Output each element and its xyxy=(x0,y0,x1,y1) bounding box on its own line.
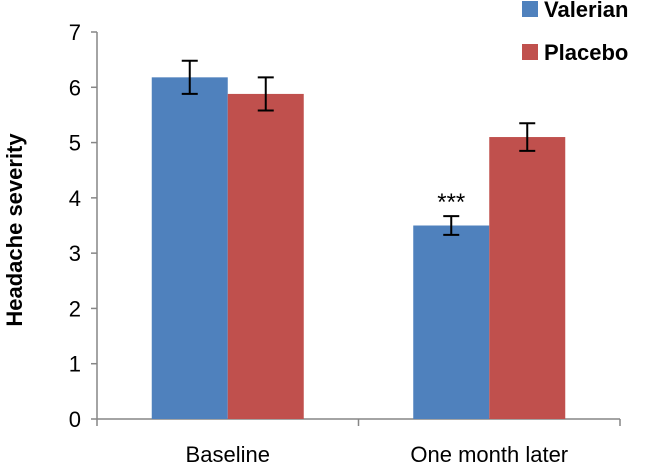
legend-item-valerian: Valerian xyxy=(522,0,628,22)
y-tick-label: 1 xyxy=(69,352,81,377)
error-bar xyxy=(181,59,198,95)
y-tick-label: 6 xyxy=(69,75,81,100)
y-tick-label: 7 xyxy=(69,20,81,45)
bar-placebo-1 xyxy=(489,137,566,420)
error-bar xyxy=(519,122,536,152)
y-axis: 0 1 2 3 4 5 6 7 xyxy=(69,20,98,432)
error-bar xyxy=(257,76,274,112)
y-tick-label: 2 xyxy=(69,296,81,321)
y-tick-label: 4 xyxy=(69,186,81,211)
legend-item-placebo: Placebo xyxy=(522,40,628,65)
error-bars xyxy=(181,59,536,236)
y-tick-label: 0 xyxy=(69,407,81,432)
bars xyxy=(151,77,566,420)
bar-valerian-1 xyxy=(413,225,490,419)
y-tick-label: 3 xyxy=(69,241,81,266)
significance-annotation: *** xyxy=(437,189,465,216)
legend-label: Placebo xyxy=(544,40,628,65)
x-category-label: One month later xyxy=(410,442,568,467)
bar-placebo-0 xyxy=(227,93,304,420)
x-category-label: Baseline xyxy=(186,442,270,467)
y-axis-label: Headache severity xyxy=(2,133,27,327)
legend-label: Valerian xyxy=(544,0,628,22)
error-bar xyxy=(443,215,460,236)
bar-valerian-0 xyxy=(151,77,228,419)
legend-swatch xyxy=(522,1,538,17)
x-axis: Baseline One month later xyxy=(96,418,621,467)
legend-swatch xyxy=(522,44,538,60)
annotations: *** xyxy=(437,189,465,216)
y-tick-label: 5 xyxy=(69,131,81,156)
legend: Valerian Placebo xyxy=(522,0,628,65)
